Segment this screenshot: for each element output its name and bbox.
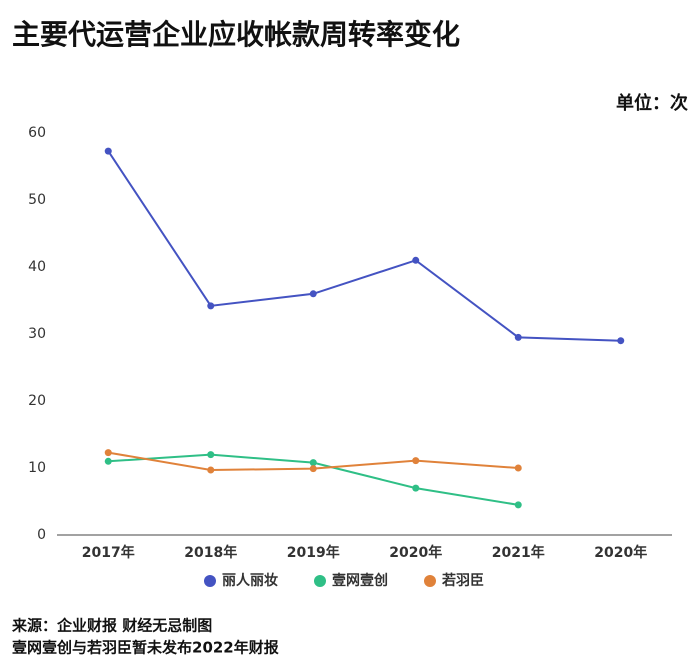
legend-marker [314,575,326,587]
y-tick-label: 10 [28,460,46,476]
data-point [412,457,420,465]
data-point [207,302,215,310]
data-point [412,484,420,492]
x-tick-label: 2020年 [389,544,442,561]
data-point [104,147,112,155]
y-tick-label: 30 [28,326,46,342]
y-tick-label: 20 [28,393,46,409]
series-line [107,150,621,342]
data-point [309,290,317,298]
data-point [617,337,625,345]
data-point [514,464,522,472]
source-text: 来源：企业财报 财经无忌制图 [11,617,212,635]
x-tick-label: 2020年 [594,544,647,561]
legend-label: 壹网壹创 [332,572,388,589]
x-tick-label: 2019年 [287,544,340,561]
legend-marker [204,575,216,587]
legend-label: 丽人丽妆 [222,572,278,589]
x-tick-label: 2021年 [492,544,545,561]
x-tick-label: 2018年 [184,544,237,561]
legend-label: 若羽臣 [441,572,484,589]
y-tick-label: 0 [37,527,46,543]
data-point [309,465,317,473]
data-point [207,466,215,474]
data-point [514,501,522,509]
y-tick-label: 50 [28,192,46,208]
data-point [207,451,215,459]
data-point [104,457,112,465]
data-point [309,459,317,467]
x-tick-label: 2017年 [82,544,135,561]
source-text: 壹网壹创与若羽臣暂未发布2022年财报 [12,639,279,657]
data-point [412,256,420,264]
chart-title: 主要代运营企业应收帐款周转率变化 [12,18,460,51]
unit-label: 单位：次 [616,92,688,114]
legend-marker [424,575,436,587]
y-tick-label: 40 [28,259,46,275]
data-point [104,449,112,457]
y-tick-label: 60 [28,125,46,141]
data-point [514,333,522,341]
